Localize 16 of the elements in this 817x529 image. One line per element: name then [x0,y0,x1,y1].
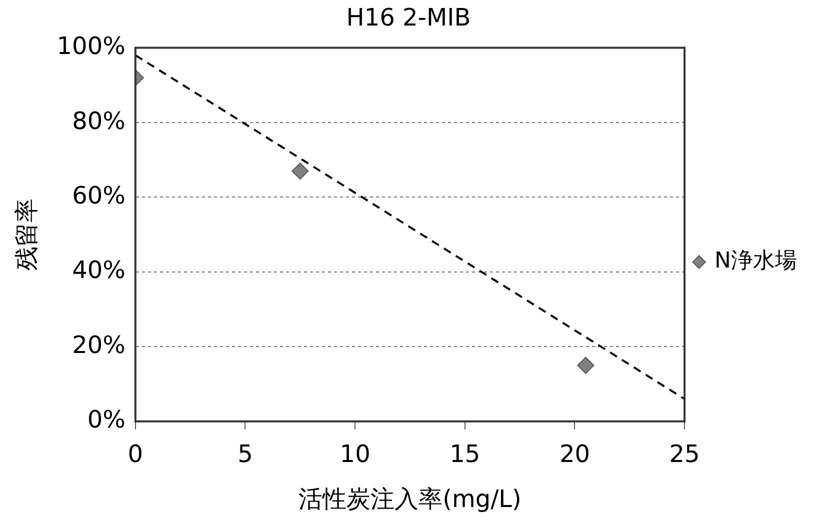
legend-label: N浄水場 [714,248,798,274]
x-tick-label: 25 [669,440,700,468]
x-tick-label: 20 [559,440,590,468]
y-axis-title: 残留率 [12,198,41,271]
y-tick-label: 80% [72,106,126,135]
chart-title: H16 2-MIB [346,4,471,32]
y-tick-label: 100% [56,32,126,60]
x-axis-title: 活性炭注入率(mg/L) [298,484,522,513]
y-tick-label: 60% [72,181,126,210]
y-tick-label: 40% [72,256,126,284]
x-tick-label: 5 [238,440,253,468]
y-tick-label: 20% [72,330,126,359]
y-tick-label: 0% [87,406,126,434]
x-tick-label: 10 [340,440,370,468]
x-tick-label: 0 [128,440,144,468]
x-tick-label: 15 [450,440,480,468]
